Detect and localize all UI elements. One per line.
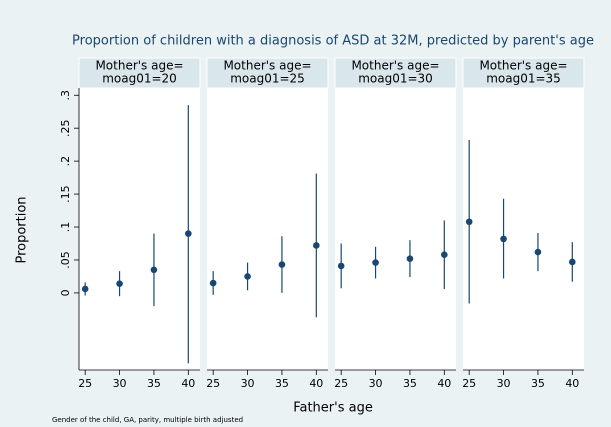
x-tick-label: 40 (565, 377, 579, 390)
plot-area (463, 88, 584, 370)
footnote: Gender of the child, GA, parity, multipl… (52, 416, 243, 424)
panel-header (78, 57, 201, 89)
panel-title: moag01=25 (230, 72, 305, 86)
panel-header (206, 57, 329, 89)
panel-title: Mother's age= (351, 59, 439, 73)
point (313, 242, 320, 249)
x-tick-label: 30 (241, 377, 255, 390)
chart-title: Proportion of children with a diagnosis … (72, 34, 594, 49)
x-tick-label: 25 (206, 377, 220, 390)
point (337, 262, 345, 270)
point (406, 255, 414, 262)
point (441, 251, 448, 258)
x-tick-label: 35 (531, 377, 545, 390)
x-tick-label: 30 (497, 377, 511, 390)
point (372, 259, 379, 266)
y-tick-label: .3 (59, 90, 72, 101)
panel-title: Mother's age= (223, 59, 311, 73)
point (209, 279, 217, 287)
plot-area (79, 88, 200, 370)
x-axis-label: Father's age (293, 401, 373, 416)
x-tick-label: 30 (113, 377, 127, 390)
point (278, 261, 286, 268)
panel-title: moag01=20 (102, 72, 177, 86)
point (465, 218, 473, 226)
x-tick-label: 35 (275, 377, 289, 390)
panel-header (462, 57, 585, 89)
point (81, 285, 89, 293)
y-tick-label: .05 (59, 251, 72, 269)
y-tick-label: .15 (59, 185, 72, 203)
y-tick-label: 0 (59, 289, 72, 296)
point (500, 235, 507, 243)
point (150, 266, 158, 274)
x-tick-label: 35 (403, 377, 417, 390)
x-tick-label: 35 (147, 377, 161, 390)
y-axis-label: Proportion (15, 196, 30, 263)
point (534, 248, 542, 256)
x-tick-label: 25 (334, 377, 348, 390)
x-tick-label: 40 (309, 377, 323, 390)
panel-header (334, 57, 457, 89)
x-tick-label: 40 (181, 377, 195, 390)
point (569, 258, 576, 266)
x-tick-label: 30 (369, 377, 383, 390)
plot-area (335, 88, 456, 370)
point (116, 280, 123, 287)
x-tick-label: 25 (78, 377, 92, 390)
panel-title: moag01=35 (486, 72, 561, 86)
y-tick-label: .2 (59, 156, 72, 167)
x-tick-label: 25 (462, 377, 476, 390)
y-tick-label: .1 (59, 222, 72, 233)
panel-title: moag01=30 (358, 72, 433, 86)
panel-title: Mother's age= (95, 59, 183, 73)
x-tick-label: 40 (437, 377, 451, 390)
point (185, 230, 192, 237)
panel-title: Mother's age= (479, 59, 567, 73)
point (244, 273, 251, 280)
plot-area (207, 88, 328, 370)
y-tick-label: .25 (59, 119, 72, 137)
